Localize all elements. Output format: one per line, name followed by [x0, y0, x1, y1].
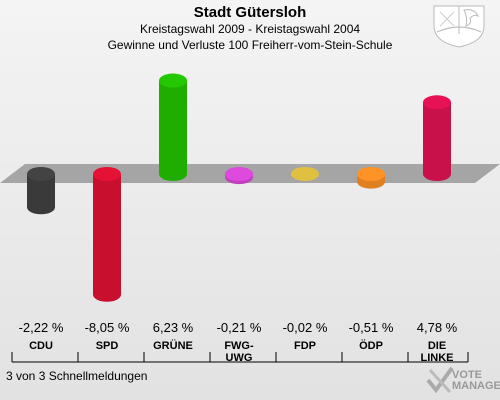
value-label: -8,05 %: [84, 320, 130, 335]
bar-die: [423, 95, 451, 181]
value-label: -0,51 %: [348, 320, 394, 335]
category-label: CDU: [29, 340, 53, 352]
logo-line-2: MANAGER: [452, 380, 500, 392]
nrw-coat-of-arms-icon: [433, 5, 485, 48]
bar-cdu: [27, 167, 55, 215]
category-label: GRÜNE: [153, 340, 193, 352]
category-label: FDP: [294, 340, 316, 352]
bar-grne: [159, 73, 187, 181]
vote-manager-logo-text: VOTE MANAGER: [452, 370, 500, 392]
category-label: ÖDP: [359, 340, 383, 352]
category-label: DIE LINKE: [420, 340, 454, 364]
vote-manager-check-icon: [426, 366, 454, 394]
value-label: 4,78 %: [416, 320, 458, 335]
value-label: -2,22 %: [18, 320, 64, 335]
logo-line-1: VOTE: [452, 369, 482, 381]
footer-text: 3 von 3 Schnellmeldungen: [6, 369, 148, 383]
category-label: SPD: [95, 340, 119, 352]
chart-subtitle-2: Gewinne und Verluste 100 Freiherr-vom-St…: [107, 38, 393, 52]
value-label: 6,23 %: [152, 320, 194, 335]
value-label: -0,21 %: [216, 320, 262, 335]
category-label: FWG- UWG: [224, 340, 254, 364]
bar-dp: [357, 167, 385, 189]
chart-subtitle: Kreistagswahl 2009 - Kreistagswahl 2004: [139, 22, 361, 36]
chart-title: Stadt Gütersloh: [193, 4, 307, 21]
bar-fwg: [225, 167, 253, 185]
value-label: -0,02 %: [282, 320, 328, 335]
bar-fdp: [291, 167, 319, 181]
bar-spd: [93, 167, 121, 302]
